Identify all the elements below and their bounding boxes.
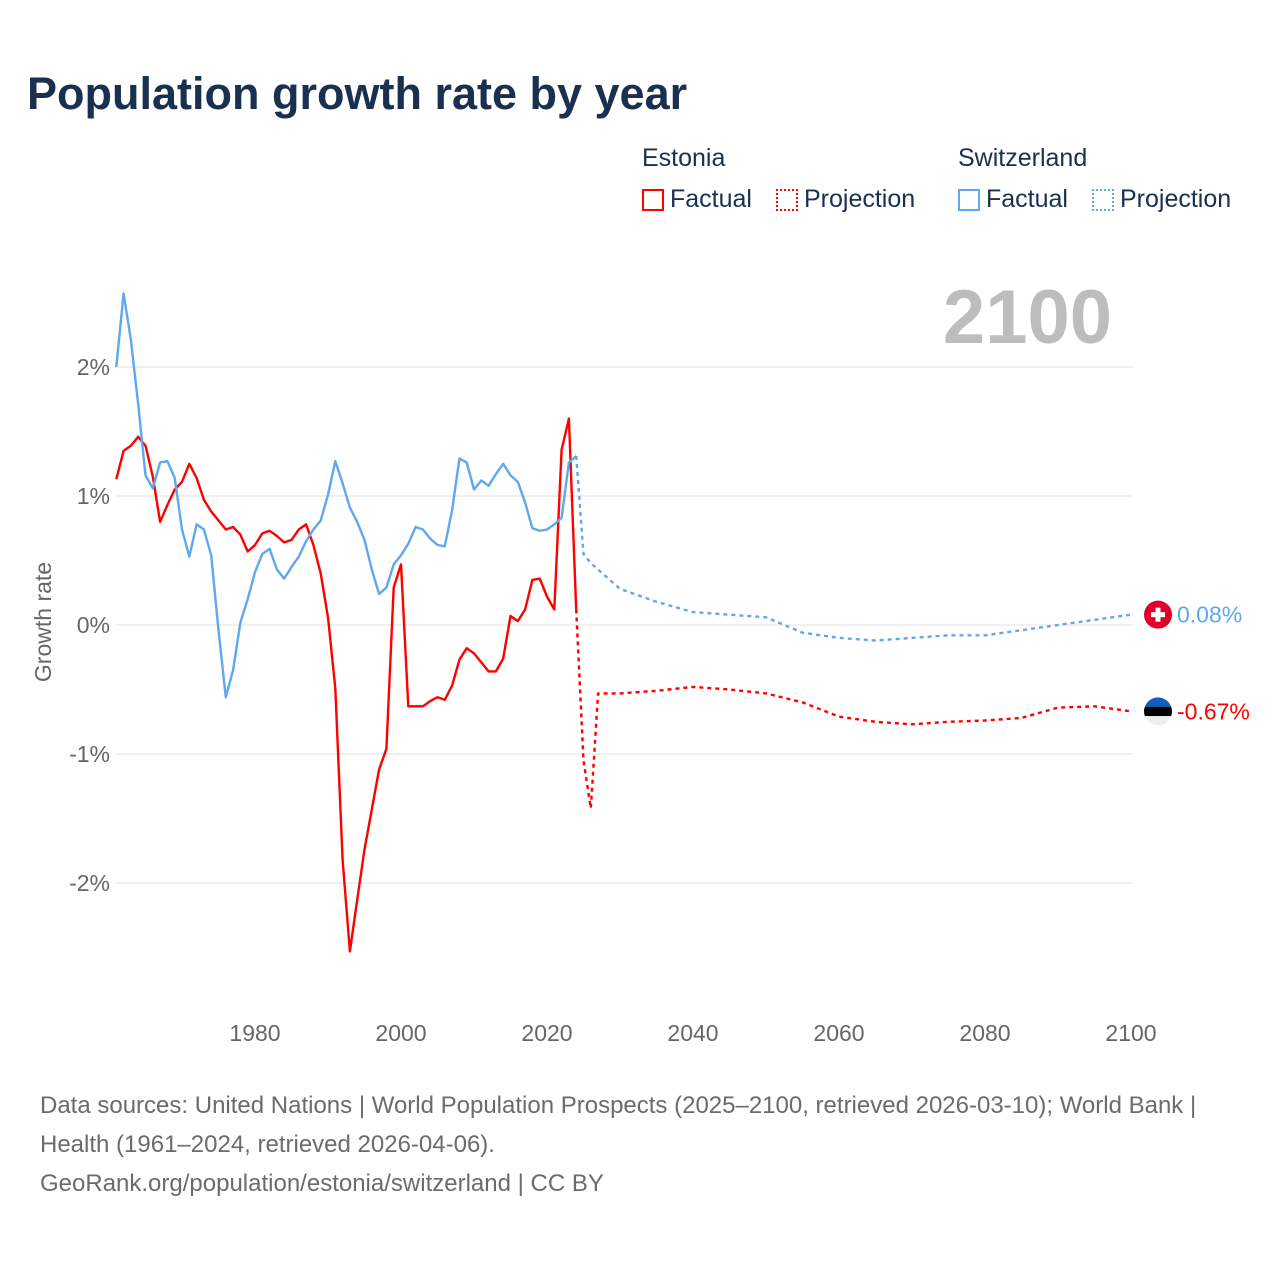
- footer: Data sources: United Nations | World Pop…: [40, 1086, 1240, 1203]
- data-sources: Data sources: United Nations | World Pop…: [40, 1092, 1197, 1158]
- x-tick-label: 2080: [959, 1020, 1010, 1046]
- end-label-estonia: -0.67%: [1177, 698, 1250, 724]
- y-tick-label: -2%: [69, 870, 110, 896]
- x-tick-label: 2100: [1105, 1020, 1156, 1046]
- estonia-flag-icon: [1144, 697, 1172, 726]
- legend-group-switzerland: Switzerland: [958, 144, 1088, 172]
- source-link[interactable]: GeoRank.org/population/estonia/switzerla…: [40, 1170, 604, 1197]
- y-tick-label: -1%: [69, 741, 110, 767]
- series-line-estonia-projection: [575, 609, 1132, 810]
- x-tick-label: 2000: [375, 1020, 426, 1046]
- legend-label: Projection: [1120, 185, 1232, 213]
- legend-swatch-dotted: [776, 188, 798, 211]
- legend-switzerland-projection[interactable]: Projection: [1092, 185, 1231, 214]
- end-label-switzerland: 0.08%: [1177, 602, 1242, 628]
- legend-estonia-projection[interactable]: Projection: [776, 185, 915, 214]
- chart-title: Population growth rate by year: [27, 68, 688, 119]
- legend-switzerland-factual[interactable]: Factual: [958, 185, 1068, 214]
- legend-estonia-factual[interactable]: Factual: [642, 185, 752, 214]
- series-line-switzerland-factual: [115, 292, 577, 699]
- x-tick-label: 1980: [229, 1020, 280, 1046]
- x-tick-label: 2020: [521, 1020, 572, 1046]
- y-tick-label: 1%: [77, 483, 110, 509]
- legend-swatch-dotted: [1092, 188, 1114, 211]
- y-tick-label: 2%: [77, 354, 110, 380]
- legend-label: Projection: [804, 185, 916, 213]
- flag-cross: [1155, 607, 1161, 622]
- series-line-estonia-factual: [115, 417, 578, 953]
- y-tick-label: 0%: [77, 612, 110, 638]
- x-tick-label: 2040: [667, 1020, 718, 1046]
- current-year-label: 2100: [942, 275, 1112, 360]
- legend-label: Factual: [986, 185, 1068, 213]
- y-axis-label: Growth rate: [30, 562, 56, 682]
- legend-label: Factual: [670, 185, 752, 213]
- legend-swatch-solid: [642, 188, 664, 211]
- legend-group-estonia: Estonia: [642, 144, 726, 172]
- series-line-switzerland-projection: [575, 455, 1132, 642]
- legend-swatch-solid: [958, 188, 980, 211]
- x-tick-label: 2060: [813, 1020, 864, 1046]
